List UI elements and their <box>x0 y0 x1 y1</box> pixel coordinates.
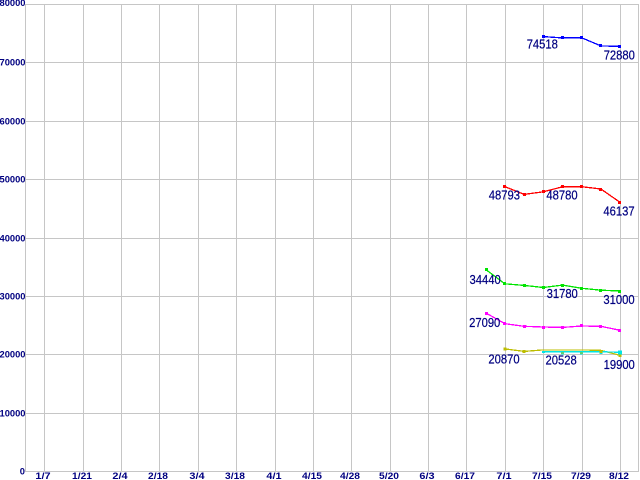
svg-text:5/20: 5/20 <box>379 471 399 480</box>
svg-text:20000: 20000 <box>0 348 26 359</box>
svg-text:7/15: 7/15 <box>532 471 553 480</box>
svg-text:50000: 50000 <box>0 173 26 184</box>
svg-text:72880: 72880 <box>604 48 635 63</box>
svg-text:30000: 30000 <box>0 290 26 301</box>
svg-text:40000: 40000 <box>0 232 26 243</box>
svg-text:6/3: 6/3 <box>419 471 434 480</box>
svg-text:80000: 80000 <box>0 0 26 8</box>
svg-text:19900: 19900 <box>604 357 635 372</box>
svg-text:31000: 31000 <box>603 292 634 307</box>
svg-text:6/17: 6/17 <box>455 471 475 480</box>
svg-text:2/4: 2/4 <box>112 471 128 480</box>
svg-text:74518: 74518 <box>527 37 558 52</box>
svg-text:1/7: 1/7 <box>35 471 50 480</box>
svg-text:48780: 48780 <box>546 187 577 202</box>
svg-text:1/21: 1/21 <box>72 471 93 480</box>
svg-text:20870: 20870 <box>488 351 519 366</box>
svg-text:8/12: 8/12 <box>609 471 629 480</box>
svg-text:27090: 27090 <box>469 315 500 330</box>
svg-text:4/28: 4/28 <box>340 471 361 480</box>
svg-text:46137: 46137 <box>603 204 634 219</box>
svg-text:0: 0 <box>20 465 25 476</box>
svg-text:4/15: 4/15 <box>302 471 323 480</box>
svg-text:4/1: 4/1 <box>266 471 282 480</box>
svg-text:3/4: 3/4 <box>189 471 205 480</box>
svg-text:48793: 48793 <box>489 188 520 203</box>
svg-text:3/18: 3/18 <box>225 471 246 480</box>
svg-text:31780: 31780 <box>547 286 578 301</box>
svg-text:7/29: 7/29 <box>571 471 591 480</box>
svg-text:70000: 70000 <box>0 56 26 67</box>
svg-text:2/18: 2/18 <box>148 471 169 480</box>
svg-text:10000: 10000 <box>0 407 26 418</box>
svg-text:60000: 60000 <box>0 115 26 126</box>
svg-text:7/1: 7/1 <box>496 471 512 480</box>
svg-text:20528: 20528 <box>546 353 577 368</box>
svg-text:34440: 34440 <box>470 272 501 287</box>
